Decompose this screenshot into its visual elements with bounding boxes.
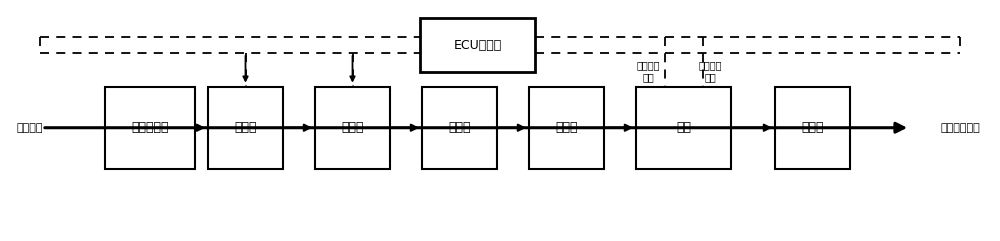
Text: 空气入堆
压力: 空气入堆 压力	[636, 60, 660, 82]
Bar	[420, 18, 535, 72]
Text: 中冷器: 中冷器	[341, 121, 364, 134]
Bar	[636, 87, 731, 169]
Bar	[105, 87, 195, 169]
Text: ECU控制器: ECU控制器	[453, 39, 502, 52]
Bar	[208, 87, 283, 169]
Text: 空压机: 空压机	[234, 121, 257, 134]
Bar	[529, 87, 604, 169]
Text: 加湿器: 加湿器	[448, 121, 471, 134]
Text: 空气入堆
流量: 空气入堆 流量	[698, 60, 722, 82]
Text: 尾排空气出口: 尾排空气出口	[940, 123, 980, 133]
Bar	[775, 87, 850, 169]
Text: 节流阀: 节流阀	[801, 121, 824, 134]
Bar	[315, 87, 390, 169]
Text: 空气入口: 空气入口	[17, 123, 43, 133]
Bar	[422, 87, 497, 169]
Text: 保护阀: 保护阀	[555, 121, 578, 134]
Text: 空气过滤器: 空气过滤器	[131, 121, 169, 134]
Text: 电堆: 电堆	[676, 121, 691, 134]
